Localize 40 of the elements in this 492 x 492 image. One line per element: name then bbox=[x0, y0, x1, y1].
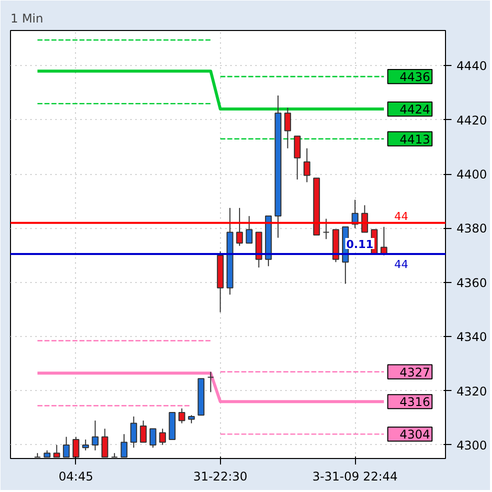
x-tick-label: 3-31-09 22:44 bbox=[312, 470, 398, 484]
chart-title: 1 Min bbox=[10, 12, 44, 26]
candlestick bbox=[304, 148, 310, 183]
candlestick bbox=[284, 107, 292, 149]
data-label: 4413 bbox=[400, 132, 430, 146]
candlestick bbox=[72, 436, 80, 458]
candlestick bbox=[130, 416, 138, 448]
candlestick bbox=[140, 420, 147, 443]
y-tick-label: 4340 bbox=[456, 330, 488, 344]
y-tick-label: 4380 bbox=[456, 222, 488, 236]
y-tick-label: 4420 bbox=[456, 113, 488, 128]
candlestick bbox=[82, 439, 89, 451]
x-tick-label: 31-22:30 bbox=[193, 470, 248, 484]
candlestick bbox=[62, 436, 70, 458]
y-tick-label: 4440 bbox=[456, 59, 488, 74]
candlestick bbox=[159, 428, 166, 446]
candlestick bbox=[101, 428, 108, 458]
candlestick bbox=[207, 371, 214, 393]
candlestick bbox=[150, 428, 156, 448]
data-label: 4436 bbox=[400, 70, 430, 84]
candlestick bbox=[294, 136, 301, 180]
y-tick-label: 4360 bbox=[456, 276, 488, 290]
x-tick-label: 04:45 bbox=[58, 470, 94, 484]
data-label: 4424 bbox=[400, 102, 430, 117]
candlestick bbox=[120, 434, 128, 458]
y-tick-label: 4400 bbox=[456, 168, 488, 182]
data-label: 4327 bbox=[400, 365, 430, 380]
candlestick bbox=[322, 218, 330, 240]
annotation: 0.11 bbox=[346, 238, 374, 251]
candlestick bbox=[92, 420, 99, 451]
text: 44 bbox=[394, 210, 408, 223]
y-tick-label: 4300 bbox=[456, 438, 488, 452]
data-label: 4304 bbox=[400, 428, 430, 442]
candlestick bbox=[236, 207, 243, 246]
data-label: 4316 bbox=[400, 395, 430, 410]
y-tick-label: 4320 bbox=[456, 384, 488, 398]
text: 44 bbox=[394, 258, 408, 271]
candlestick bbox=[178, 408, 186, 424]
candlestick bbox=[53, 444, 60, 458]
candlestick bbox=[246, 216, 253, 244]
